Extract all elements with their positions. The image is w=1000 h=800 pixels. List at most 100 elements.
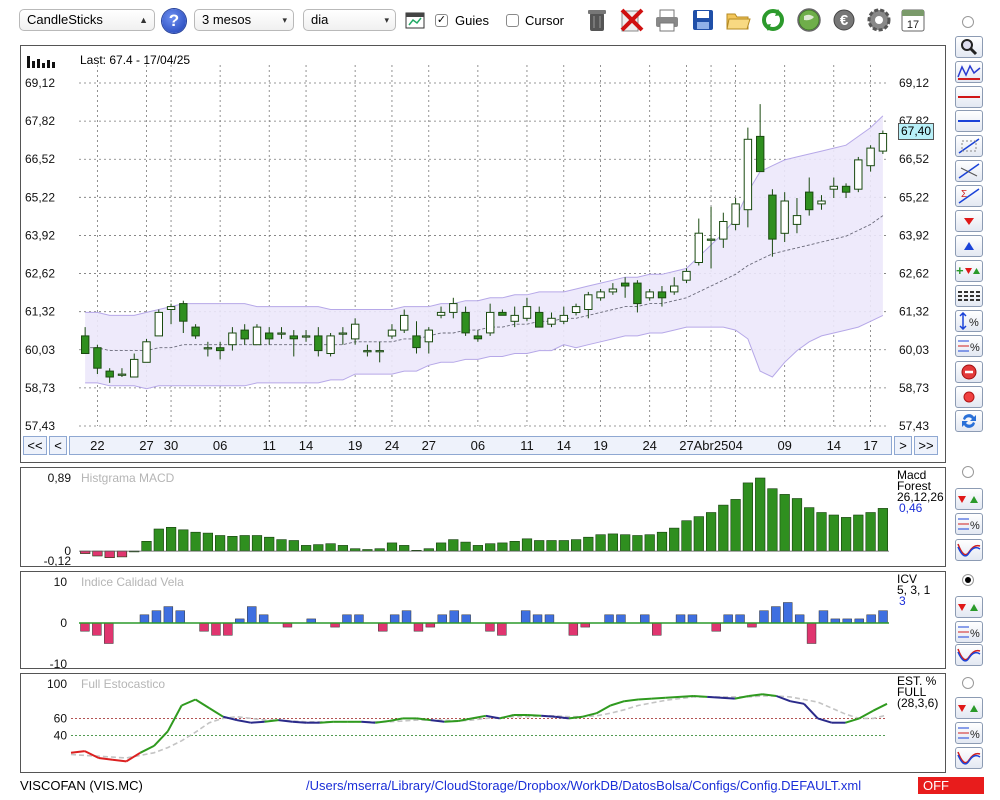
macd-radio[interactable]: [962, 466, 974, 478]
stoch-y-tick: 40: [54, 729, 68, 743]
svg-text:%: %: [970, 342, 980, 354]
macd-bar: [276, 539, 287, 552]
icv-bar: [92, 622, 102, 636]
macd-bar: [595, 534, 606, 552]
trash-icon[interactable]: [584, 6, 610, 34]
guides-checkbox[interactable]: ✓: [435, 14, 448, 27]
open-folder-icon[interactable]: [725, 6, 751, 34]
nav-first-button[interactable]: <<: [23, 436, 47, 455]
stoch-arrows-icon[interactable]: [955, 697, 983, 719]
trend-line-icon[interactable]: [955, 160, 983, 182]
candle-body: [228, 332, 237, 346]
date-scrollbar[interactable]: [69, 436, 892, 455]
x-tick-label: 06: [213, 438, 227, 453]
candle-body: [424, 329, 434, 343]
stop-icon[interactable]: [955, 361, 983, 383]
period-value: 3 mesos: [202, 12, 252, 27]
stochastic-panel[interactable]: Full Estocastico 100 60 40 EST. % FULL (28…: [20, 673, 946, 773]
stoch-percent-icon[interactable]: %: [955, 722, 983, 744]
macd-side-value: 0,46: [899, 501, 923, 515]
chart-bars-icon[interactable]: [955, 61, 983, 83]
config-path-link[interactable]: /Users/mserra/Library/CloudStorage/Dropb…: [306, 778, 862, 793]
globe-refresh-icon[interactable]: [796, 6, 822, 34]
y-tick-right: 66,52: [899, 152, 929, 166]
period-select[interactable]: 3 mesos ▾: [194, 9, 294, 31]
stoch-fast-segment: [112, 758, 127, 763]
calendar-small-icon[interactable]: [402, 6, 428, 34]
stoch-fast-segment: [208, 707, 224, 718]
fibonacci-icon[interactable]: [955, 135, 983, 157]
euro-icon[interactable]: €: [831, 6, 857, 34]
candle-body: [694, 232, 703, 263]
chart-type-select[interactable]: CandleSticks ▲: [19, 9, 155, 31]
svg-text:%: %: [970, 628, 980, 640]
candle-body: [805, 191, 814, 211]
grid-lines-icon[interactable]: [955, 285, 983, 307]
stoch-fast-segment: [776, 695, 791, 703]
macd-bar: [607, 533, 618, 552]
icv-bar: [354, 614, 364, 624]
zoom-icon[interactable]: [955, 36, 983, 58]
macd-panel[interactable]: Histgrama MACD 0,89 0 -0,12 Macd Forest 26…: [20, 467, 946, 567]
stoch-radio[interactable]: [962, 677, 974, 689]
icv-bar: [652, 622, 662, 636]
stoch-fast-segment: [375, 720, 390, 724]
candle-body: [621, 282, 630, 287]
icv-panel[interactable]: Indice Calidad Vela 10 0 -10 ICV 5, 3, 1 3: [20, 571, 946, 669]
arrow-up-blue-icon[interactable]: [955, 235, 983, 257]
icv-radio[interactable]: [962, 574, 974, 586]
interval-select[interactable]: dia ▾: [303, 9, 396, 31]
icv-bar: [759, 610, 769, 624]
macd-bar: [816, 512, 827, 552]
refresh-icon[interactable]: [760, 6, 786, 34]
nav-prev-button[interactable]: <: [49, 436, 67, 455]
cursor-checkbox[interactable]: [506, 14, 519, 27]
icv-arrows-icon[interactable]: [955, 596, 983, 618]
arrow-down-red-icon[interactable]: [955, 210, 983, 232]
sigma-line-icon[interactable]: Σ: [955, 185, 983, 207]
macd-percent-icon[interactable]: %: [955, 513, 983, 535]
icv-curve-icon[interactable]: [955, 644, 983, 666]
print-icon[interactable]: [654, 6, 680, 34]
x-tick-label: 19: [348, 438, 362, 453]
percent-lines-icon[interactable]: %: [955, 335, 983, 357]
add-arrows-icon[interactable]: +: [955, 260, 983, 282]
macd-curve-icon[interactable]: [955, 539, 983, 561]
macd-bar: [546, 540, 557, 552]
stoch-fast-segment: [458, 717, 473, 722]
help-button[interactable]: ?: [162, 9, 186, 33]
record-icon[interactable]: [955, 386, 983, 408]
swap-icon[interactable]: [955, 410, 983, 432]
stoch-fast-segment: [84, 750, 100, 759]
stoch-side-label-2: FULL: [897, 685, 927, 699]
main-chart-radio[interactable]: [962, 16, 974, 28]
stoch-fast-segment: [568, 715, 583, 720]
macd-bar: [718, 504, 729, 552]
macd-bar: [693, 516, 704, 552]
macd-bar: [104, 550, 115, 558]
horizontal-red-line-icon[interactable]: [955, 86, 983, 108]
icv-bar: [878, 610, 888, 624]
macd-bar: [521, 538, 533, 552]
nav-next-button[interactable]: >: [894, 436, 912, 455]
macd-arrows-icon[interactable]: [955, 488, 983, 510]
off-status-badge[interactable]: OFF: [918, 777, 984, 794]
stoch-fast-segment: [236, 719, 251, 724]
stoch-curve-icon[interactable]: [955, 747, 983, 769]
price-chart-panel[interactable]: 69,12 69,12 67,82 67,82 66,52 66,52 65,22 65,22…: [20, 45, 946, 463]
icv-bar: [687, 614, 698, 624]
candle-body: [645, 291, 654, 299]
calendar-17-icon[interactable]: 17: [900, 6, 926, 34]
horizontal-blue-line-icon[interactable]: [955, 110, 983, 132]
delete-x-icon[interactable]: [619, 6, 645, 34]
macd-bar: [644, 534, 655, 552]
candle-body: [719, 221, 728, 240]
settings-gear-icon[interactable]: [866, 6, 892, 34]
candle-body: [338, 332, 348, 335]
icv-percent-icon[interactable]: %: [955, 621, 983, 643]
save-icon[interactable]: [690, 6, 716, 34]
nav-last-button[interactable]: >>: [914, 436, 938, 455]
percent-range-icon[interactable]: %: [955, 310, 983, 332]
icv-bar: [247, 606, 257, 624]
